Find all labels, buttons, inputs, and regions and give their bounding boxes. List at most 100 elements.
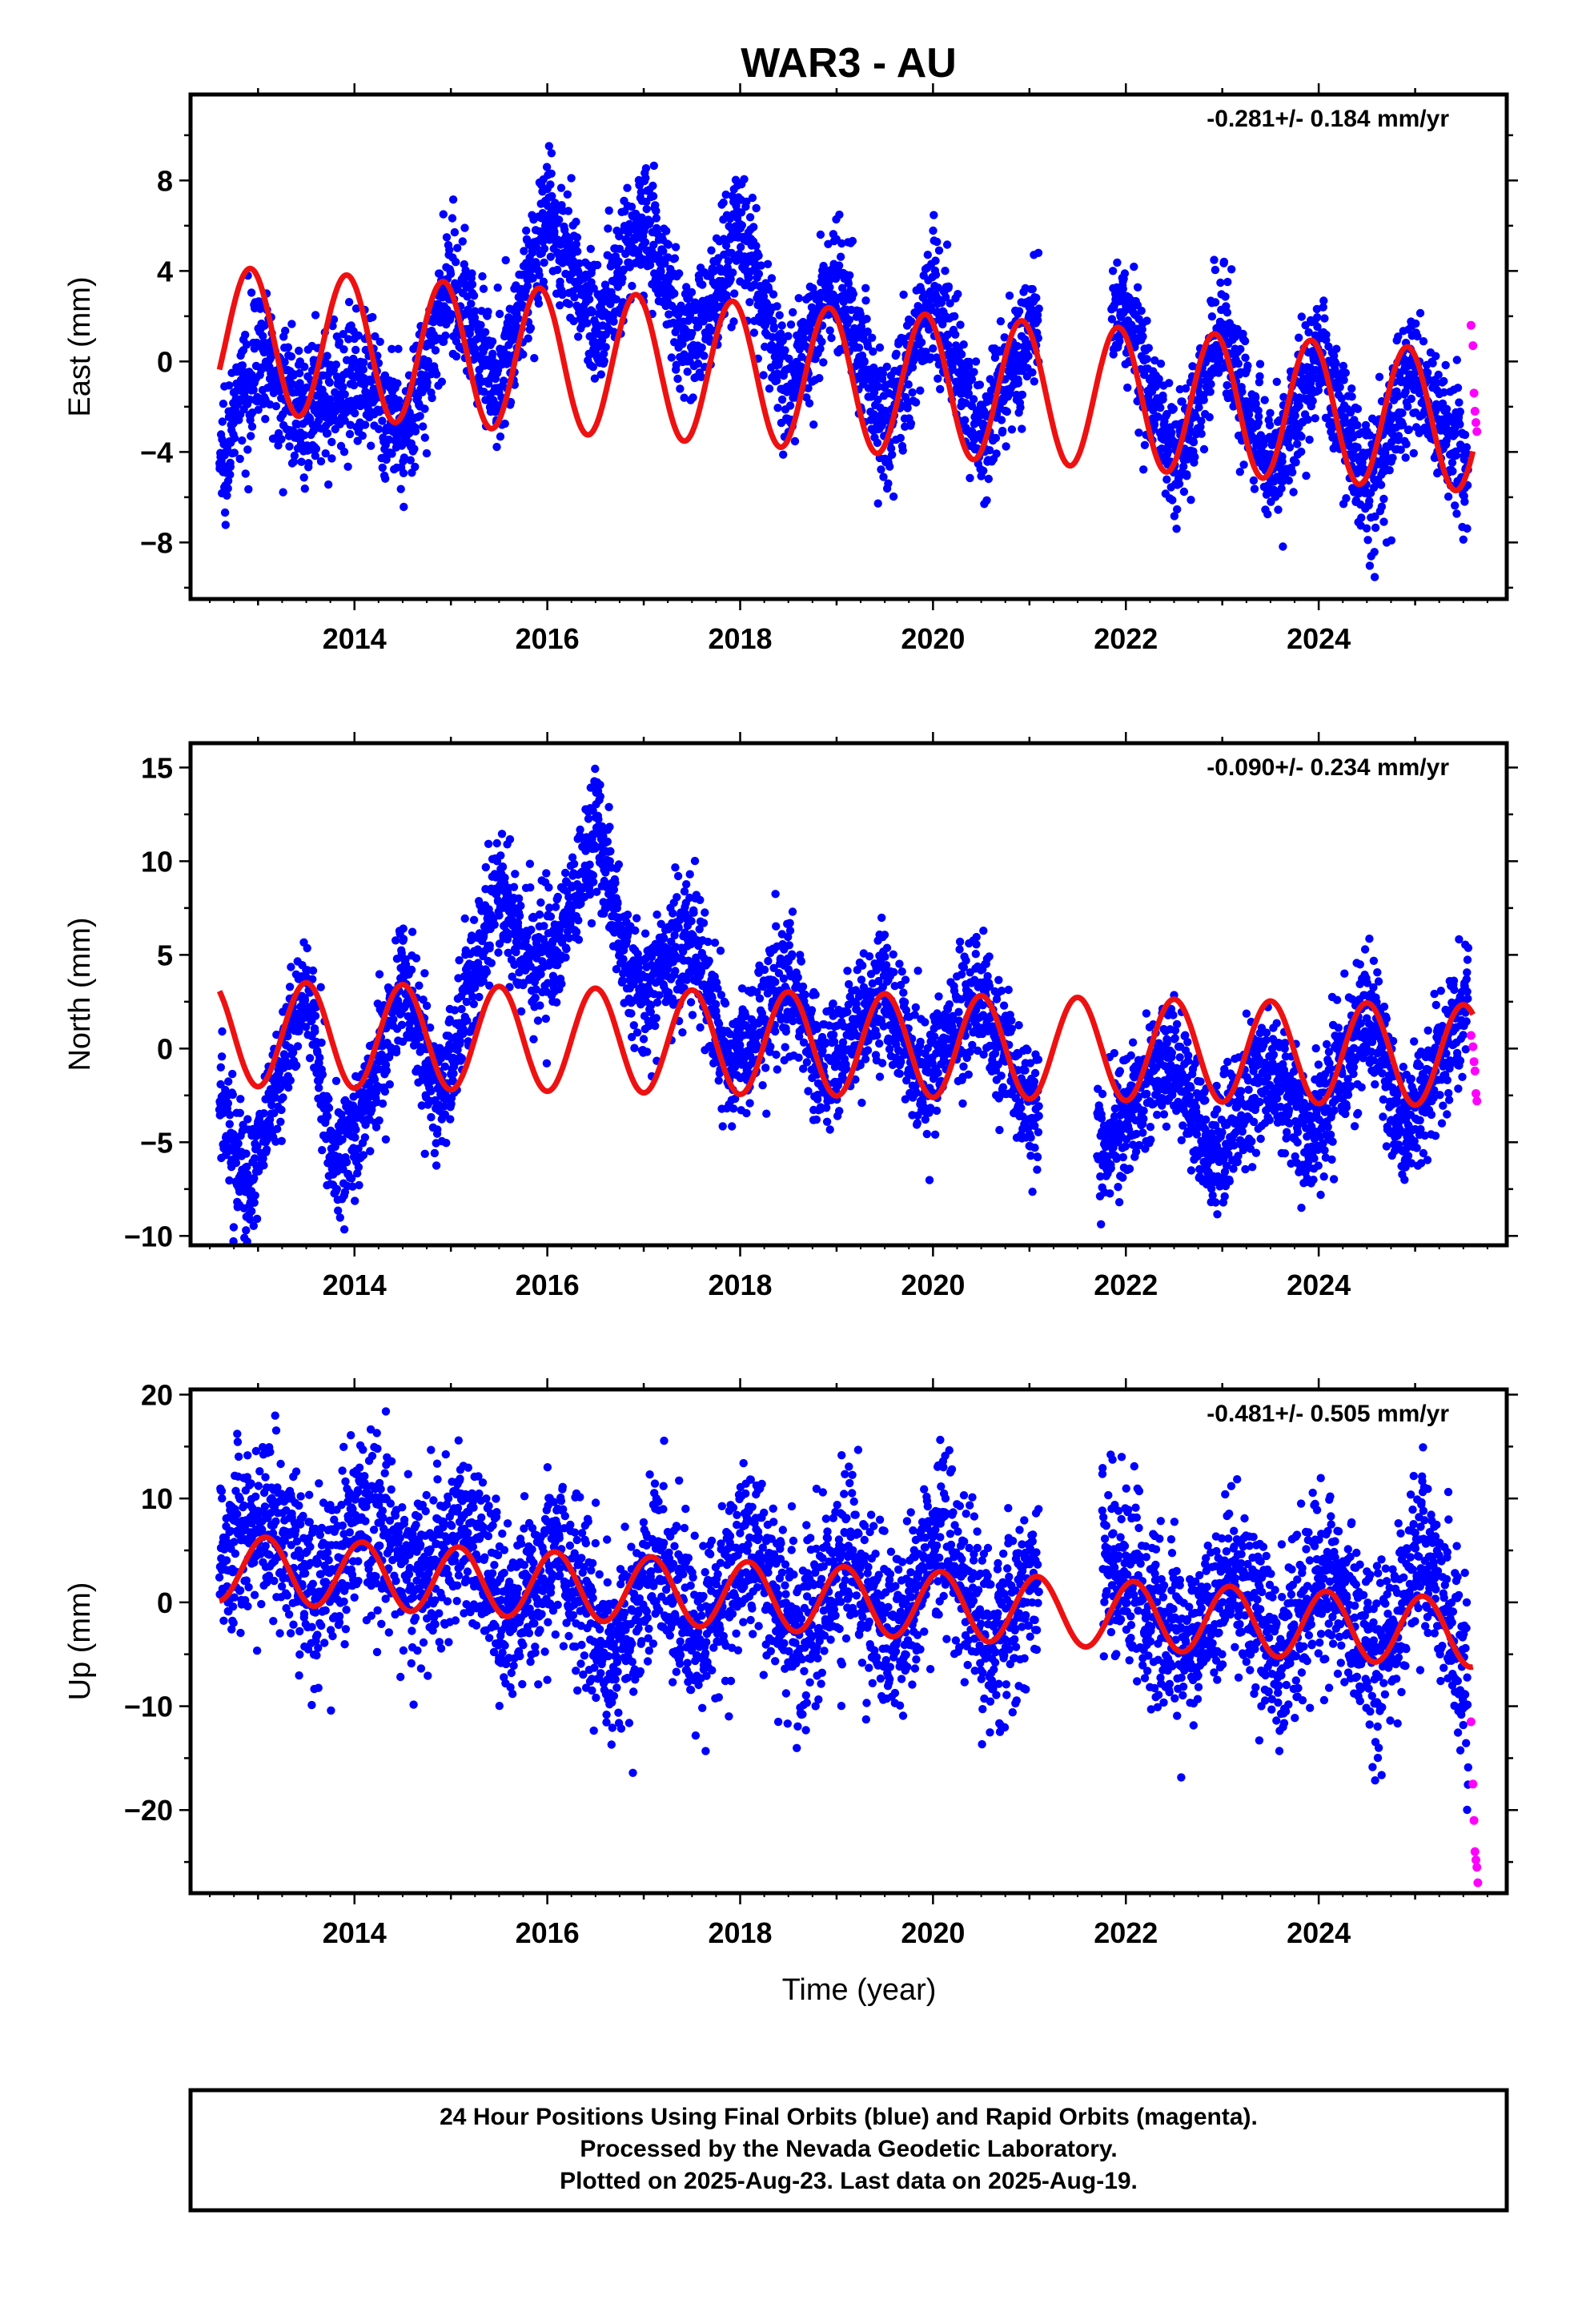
final-point	[378, 1099, 387, 1108]
final-point	[335, 1213, 344, 1222]
final-point	[779, 450, 788, 459]
final-point	[752, 241, 761, 251]
final-point	[721, 190, 730, 199]
final-point	[997, 416, 1006, 424]
final-point	[784, 332, 793, 340]
final-point	[1007, 425, 1017, 434]
final-point	[359, 358, 368, 367]
final-point	[785, 354, 793, 364]
final-point	[1285, 443, 1295, 452]
final-point	[670, 289, 679, 298]
final-point	[326, 395, 335, 404]
final-point	[680, 350, 689, 359]
final-point	[381, 1135, 391, 1144]
east-rate-label: -0.281+/- 0.184 mm/yr	[1207, 106, 1449, 132]
final-point	[899, 290, 908, 300]
final-point	[916, 386, 925, 395]
final-point	[447, 310, 456, 319]
final-point	[466, 324, 475, 333]
final-point	[1158, 395, 1167, 404]
final-point	[219, 400, 228, 408]
final-point	[519, 350, 528, 359]
final-point	[1120, 269, 1130, 278]
final-point	[1154, 375, 1163, 384]
final-point	[1240, 336, 1250, 346]
final-point	[908, 363, 917, 372]
final-point	[1016, 403, 1025, 412]
final-point	[1191, 452, 1199, 461]
final-point	[575, 259, 584, 268]
final-point	[252, 1214, 262, 1224]
rapid-point	[1472, 418, 1480, 428]
final-point	[459, 1025, 468, 1034]
final-point	[340, 390, 349, 399]
final-point	[1002, 407, 1012, 416]
final-point	[407, 965, 416, 975]
final-point	[589, 283, 598, 293]
final-point	[573, 247, 582, 256]
final-point	[1452, 356, 1462, 364]
final-point	[316, 983, 325, 991]
final-point	[777, 329, 785, 338]
final-point	[1396, 445, 1405, 454]
final-point	[754, 251, 763, 260]
final-point	[355, 1180, 363, 1190]
final-point	[354, 1163, 363, 1172]
final-point	[224, 1077, 233, 1086]
final-point	[979, 466, 988, 475]
final-point	[1178, 397, 1186, 406]
final-point	[737, 208, 746, 217]
final-point	[342, 1158, 351, 1167]
final-point	[441, 331, 450, 340]
final-point	[456, 1036, 464, 1046]
final-point	[837, 239, 846, 248]
final-point	[359, 365, 367, 374]
final-point	[238, 361, 247, 370]
final-point	[430, 1148, 440, 1158]
final-point	[1279, 392, 1288, 401]
final-point	[317, 1038, 326, 1047]
final-point	[1207, 312, 1217, 321]
final-point	[452, 258, 460, 267]
final-point	[349, 380, 359, 390]
final-point	[548, 191, 556, 201]
x-tick-label: 2014	[323, 622, 387, 655]
final-point	[370, 1075, 379, 1084]
final-point	[1339, 361, 1348, 371]
final-point	[816, 230, 825, 239]
final-point	[415, 981, 424, 990]
final-point	[399, 935, 408, 943]
final-point	[1399, 420, 1407, 429]
final-point	[1250, 485, 1259, 493]
final-point	[588, 363, 598, 372]
final-point	[1439, 388, 1448, 397]
final-point	[627, 203, 636, 211]
final-point	[496, 432, 505, 441]
final-point	[1236, 344, 1245, 354]
final-point	[304, 459, 313, 468]
final-point	[253, 1142, 262, 1151]
final-point	[911, 398, 921, 407]
final-point	[485, 981, 494, 990]
final-point	[1407, 394, 1416, 404]
final-point	[1342, 494, 1351, 503]
final-point	[896, 433, 905, 443]
final-point	[737, 243, 745, 251]
final-point	[1312, 304, 1322, 314]
final-point	[849, 289, 858, 299]
final-point	[726, 275, 735, 283]
final-point	[1272, 377, 1282, 386]
final-point	[1371, 523, 1380, 533]
final-point	[225, 1176, 234, 1185]
final-point	[411, 462, 420, 472]
final-point	[1205, 412, 1214, 422]
final-point	[863, 327, 872, 336]
final-point	[243, 340, 251, 349]
final-point	[427, 1112, 436, 1122]
final-point	[448, 214, 457, 223]
final-point	[381, 474, 390, 483]
final-point	[297, 457, 306, 466]
final-point	[351, 408, 359, 418]
final-point	[835, 210, 844, 219]
rapid-point	[1468, 341, 1478, 351]
